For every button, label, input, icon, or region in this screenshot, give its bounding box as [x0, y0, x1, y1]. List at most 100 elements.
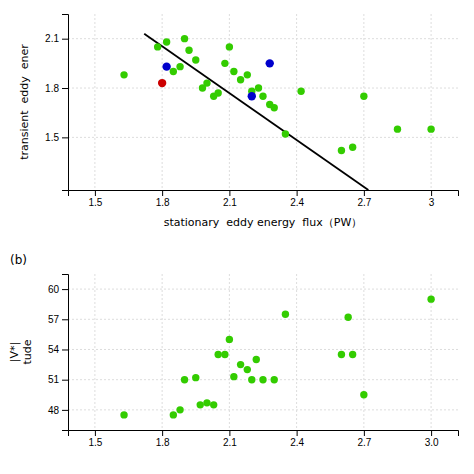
tick-mark — [62, 410, 68, 411]
grid-line — [68, 88, 458, 89]
point — [282, 130, 289, 137]
tick-mark — [62, 380, 68, 381]
tick: 60 — [48, 284, 68, 295]
axis-line — [62, 275, 69, 431]
point — [214, 351, 221, 358]
grid-line — [68, 409, 458, 410]
grid-line — [68, 319, 458, 320]
tick-label: 1.8 — [156, 437, 170, 448]
point — [338, 147, 345, 154]
tick-mark — [62, 319, 68, 320]
point — [259, 376, 266, 383]
point — [158, 79, 166, 87]
grid-line — [296, 14, 297, 190]
series — [158, 79, 166, 87]
point — [170, 68, 177, 75]
tick-mark — [364, 430, 365, 436]
point — [163, 38, 170, 45]
point — [203, 399, 210, 406]
tick-label: 2.7 — [357, 437, 371, 448]
tick-mark — [62, 137, 68, 138]
point — [181, 35, 188, 42]
point — [214, 89, 221, 96]
point — [162, 62, 170, 70]
point — [297, 88, 304, 95]
grid-line — [94, 274, 95, 430]
tick-label: 3 — [429, 197, 435, 208]
grid-line — [162, 14, 163, 190]
grid-line — [363, 274, 364, 430]
grid-line — [296, 274, 297, 430]
tick-label: 1.5 — [45, 132, 59, 143]
tick-mark — [95, 190, 96, 196]
point — [221, 351, 228, 358]
point — [176, 63, 183, 70]
point — [360, 391, 367, 398]
tick: 48 — [48, 405, 68, 416]
point — [349, 144, 356, 151]
plot-area — [120, 295, 434, 418]
tick: 1.5 — [88, 430, 102, 448]
point — [259, 93, 266, 100]
grid-line — [68, 289, 458, 290]
tick: 3.0 — [425, 430, 439, 448]
tick-label: 2.4 — [290, 437, 304, 448]
axis-line — [69, 191, 459, 197]
y-axis-label-line: tude — [21, 339, 34, 364]
y-axis-label-line: transient eddy ener — [18, 44, 31, 160]
tick: 2.4 — [290, 190, 304, 208]
y-axis: 1.5 1.8 2.1 — [45, 15, 68, 191]
point — [248, 92, 256, 100]
point — [360, 93, 367, 100]
tick-mark — [62, 289, 68, 290]
series — [162, 59, 274, 100]
point — [176, 406, 183, 413]
tick-mark — [162, 430, 163, 436]
tick: 1.8 — [156, 190, 170, 208]
tick-mark — [162, 190, 163, 196]
tick-mark — [364, 190, 365, 196]
tick: 3 — [429, 190, 435, 208]
point — [192, 374, 199, 381]
tick-label: 3.0 — [425, 437, 439, 448]
tick: 57 — [48, 314, 68, 325]
point — [192, 56, 199, 63]
y-axis-label-line: |V*| — [8, 342, 21, 362]
tick-label: 2.1 — [223, 437, 237, 448]
tick-label: 1.5 — [88, 437, 102, 448]
tick-label: 2.1 — [45, 33, 59, 44]
tick-mark — [431, 430, 432, 436]
tick-label: 2.1 — [223, 197, 237, 208]
tick-mark — [229, 430, 230, 436]
tick: 2.1 — [45, 33, 68, 44]
tick-label: 54 — [48, 344, 60, 355]
title: (b) — [10, 253, 27, 267]
tick-mark — [297, 190, 298, 196]
tick: 1.8 — [45, 83, 68, 94]
tick-label: 60 — [48, 284, 60, 295]
point — [237, 361, 244, 368]
tick: 1.8 — [156, 430, 170, 448]
tick-mark — [62, 349, 68, 350]
tick: 2.7 — [357, 430, 371, 448]
tick: 2.4 — [290, 430, 304, 448]
tick-label: 57 — [48, 314, 60, 325]
point — [203, 79, 210, 86]
point — [185, 46, 192, 53]
tick: 51 — [48, 374, 68, 385]
tick-mark — [431, 190, 432, 196]
tick-label: 2.7 — [357, 197, 371, 208]
point — [427, 295, 434, 302]
point — [120, 411, 127, 418]
grid-line — [229, 14, 230, 190]
point — [266, 59, 274, 67]
tick-mark — [95, 430, 96, 436]
point — [271, 376, 278, 383]
plot-area — [120, 34, 434, 190]
point — [282, 311, 289, 318]
grid-line — [229, 274, 230, 430]
point — [226, 336, 233, 343]
chart-container: 1.51.82.12.42.731.51.82.1stationary eddy… — [0, 0, 474, 474]
tick: 2.7 — [357, 190, 371, 208]
point — [253, 356, 260, 363]
